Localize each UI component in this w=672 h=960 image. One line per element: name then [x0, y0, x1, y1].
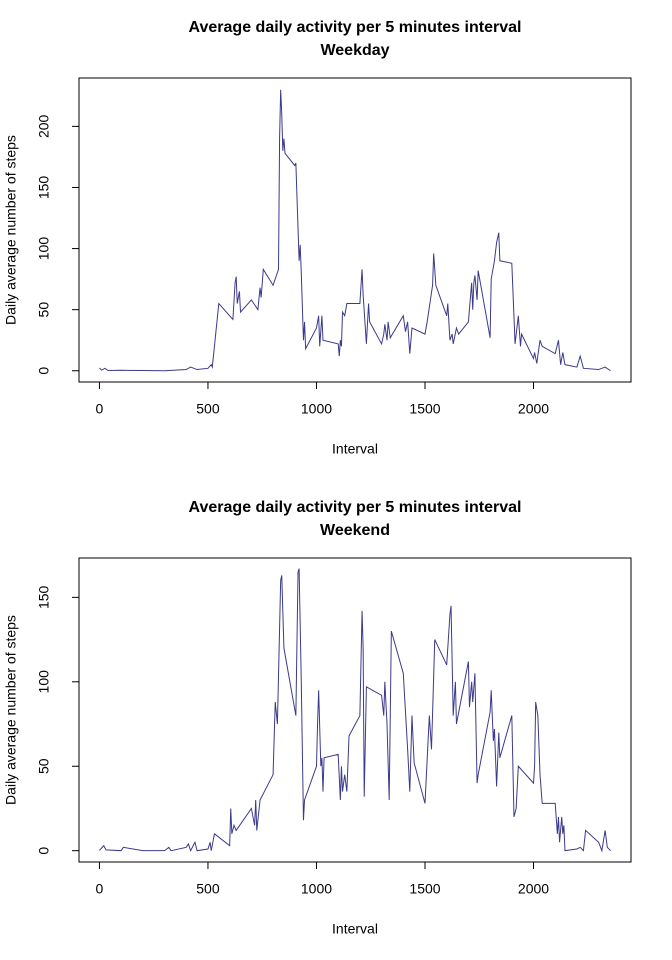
x-tick-label: 500 [196, 881, 220, 897]
y-tick-label: 200 [36, 114, 52, 138]
chart-title: Average daily activity per 5 minutes int… [189, 19, 522, 36]
y-tick-label: 50 [36, 302, 52, 318]
plot-frame [78, 557, 632, 863]
y-tick-label: 0 [36, 847, 52, 855]
data-line [99, 568, 611, 853]
x-tick-label: 2000 [518, 881, 549, 897]
x-tick-label: 1500 [409, 401, 440, 417]
y-tick-label: 100 [36, 670, 52, 694]
y-axis-label: Daily average number of steps [3, 135, 19, 325]
y-tick-label: 100 [36, 237, 52, 261]
x-axis-label: Interval [332, 921, 378, 937]
y-tick-label: 150 [36, 585, 52, 609]
y-tick-label: 50 [36, 758, 52, 774]
plot-frame [78, 77, 632, 383]
chart: Average daily activity per 5 minutes int… [3, 499, 632, 937]
x-tick-label: 1000 [301, 401, 332, 417]
x-tick-label: 2000 [518, 401, 549, 417]
chart: Average daily activity per 5 minutes int… [3, 19, 632, 457]
x-tick-label: 0 [96, 401, 104, 417]
x-tick-label: 0 [96, 881, 104, 897]
x-axis-label: Interval [332, 441, 378, 457]
data-line [99, 89, 611, 372]
x-tick-label: 1000 [301, 881, 332, 897]
chart-subtitle: Weekday [320, 42, 389, 59]
chart-subtitle: Weekend [320, 522, 390, 539]
y-tick-label: 0 [36, 367, 52, 375]
x-tick-label: 500 [196, 401, 220, 417]
chart-title: Average daily activity per 5 minutes int… [189, 499, 522, 516]
x-tick-label: 1500 [409, 881, 440, 897]
y-tick-label: 150 [36, 176, 52, 200]
y-axis-label: Daily average number of steps [3, 615, 19, 805]
